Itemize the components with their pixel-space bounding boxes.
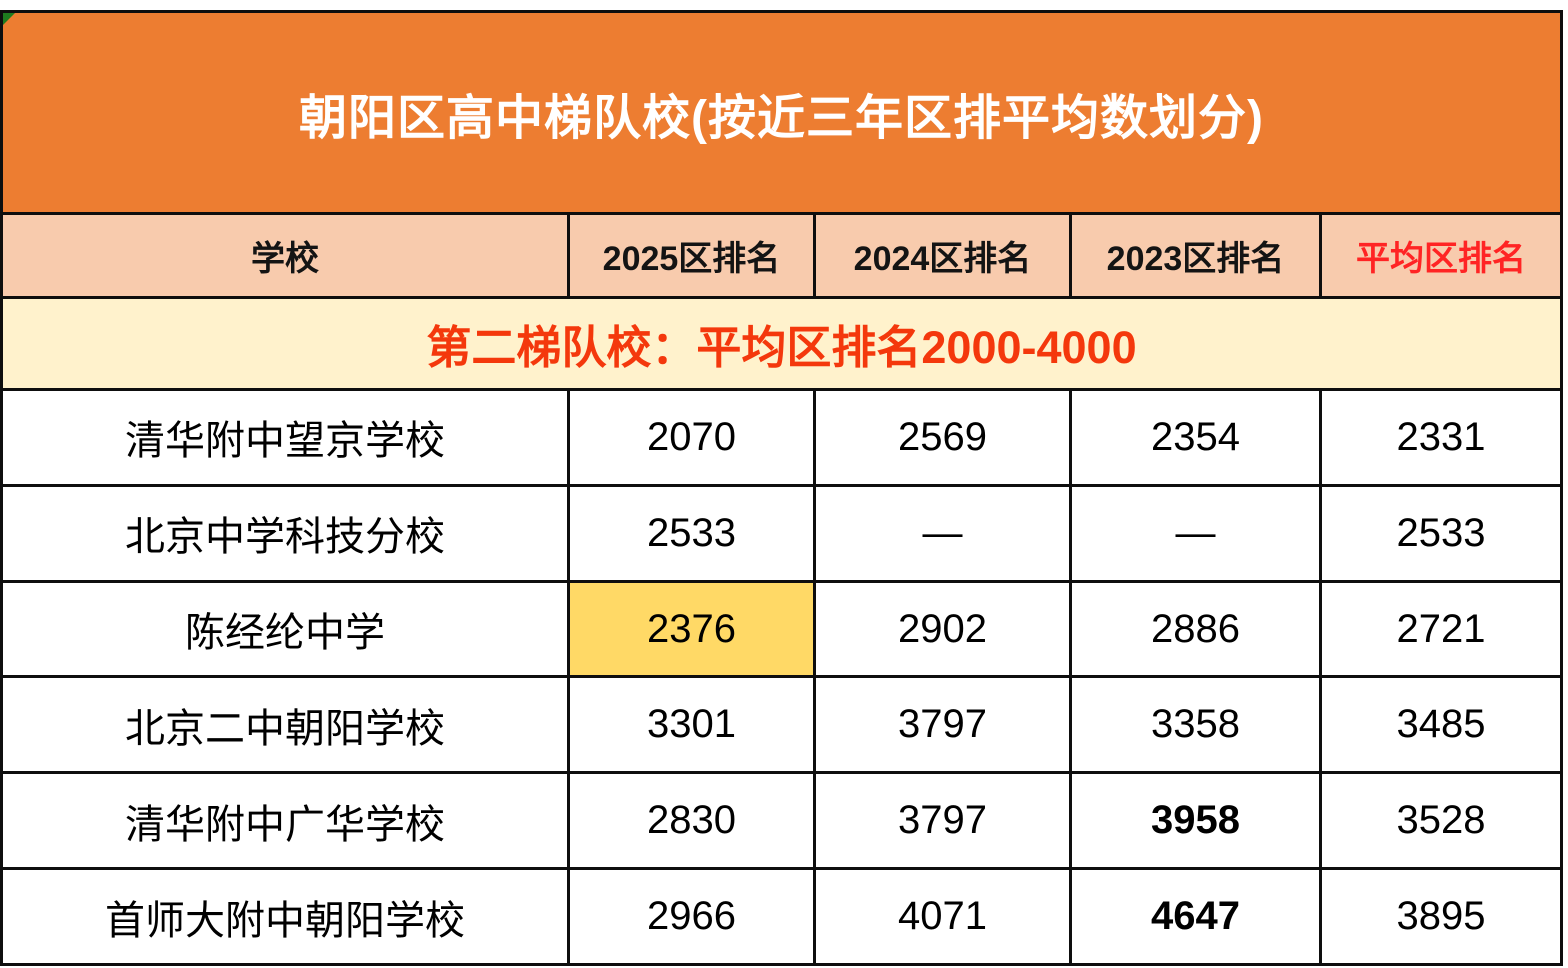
header-row: 学校 2025区排名 2024区排名 2023区排名 平均区排名 <box>3 215 1560 299</box>
table-row: 清华附中广华学校 2830 3797 3958 3528 <box>3 774 1560 871</box>
header-rank-2025[interactable]: 2025区排名 <box>570 215 816 296</box>
rank-2023-cell[interactable]: — <box>1072 486 1322 580</box>
rank-average-cell[interactable]: 2721 <box>1322 582 1560 676</box>
table-row: 北京二中朝阳学校 3301 3797 3358 3485 <box>3 678 1560 775</box>
rank-2023-cell-bold[interactable]: 4647 <box>1072 870 1322 963</box>
rank-average-cell[interactable]: 3528 <box>1322 774 1560 868</box>
header-rank-2023[interactable]: 2023区排名 <box>1072 215 1322 296</box>
rank-average-cell[interactable]: 2331 <box>1322 391 1560 484</box>
rank-2024-cell[interactable]: 2569 <box>816 391 1072 484</box>
rank-2025-cell[interactable]: 3301 <box>570 678 816 772</box>
rank-2023-cell-bold[interactable]: 3958 <box>1072 774 1322 868</box>
table-title-cell[interactable]: 朝阳区高中梯队校(按近三年区排平均数划分) <box>3 13 1560 215</box>
rank-2025-cell-highlighted[interactable]: 2376 <box>570 582 816 676</box>
header-school[interactable]: 学校 <box>3 215 570 296</box>
rank-average-cell[interactable]: 3895 <box>1322 870 1560 963</box>
header-rank-average[interactable]: 平均区排名 <box>1356 240 1526 278</box>
table-row: 陈经纶中学 2376 2902 2886 2721 <box>3 582 1560 679</box>
rank-2024-cell[interactable]: 3797 <box>816 678 1072 772</box>
rank-2023-cell[interactable]: 2354 <box>1072 391 1322 484</box>
school-name-cell[interactable]: 北京中学科技分校 <box>3 486 570 580</box>
table-title: 朝阳区高中梯队校(按近三年区排平均数划分) <box>299 91 1264 145</box>
school-name-cell[interactable]: 清华附中望京学校 <box>3 391 570 484</box>
rank-2025-cell[interactable]: 2533 <box>570 486 816 580</box>
rank-average-cell[interactable]: 3485 <box>1322 678 1560 772</box>
table-row: 首师大附中朝阳学校 2966 4071 4647 3895 <box>3 870 1560 963</box>
school-name-cell[interactable]: 北京二中朝阳学校 <box>3 678 570 772</box>
school-name-cell[interactable]: 首师大附中朝阳学校 <box>3 870 570 963</box>
rank-2023-cell[interactable]: 2886 <box>1072 582 1322 676</box>
rank-average-cell[interactable]: 2533 <box>1322 486 1560 580</box>
rank-2023-cell[interactable]: 3358 <box>1072 678 1322 772</box>
rank-2024-cell[interactable]: — <box>816 486 1072 580</box>
school-name-cell[interactable]: 清华附中广华学校 <box>3 774 570 868</box>
rank-2024-cell[interactable]: 2902 <box>816 582 1072 676</box>
table-row: 清华附中望京学校 2070 2569 2354 2331 <box>3 391 1560 487</box>
tier-banner[interactable]: 第二梯队校：平均区排名2000-4000 <box>3 299 1560 391</box>
school-name-cell[interactable]: 陈经纶中学 <box>3 582 570 676</box>
header-rank-2024[interactable]: 2024区排名 <box>816 215 1072 296</box>
rank-2025-cell[interactable]: 2070 <box>570 391 816 484</box>
rank-2025-cell[interactable]: 2966 <box>570 870 816 963</box>
rank-2024-cell[interactable]: 3797 <box>816 774 1072 868</box>
rank-2025-cell[interactable]: 2830 <box>570 774 816 868</box>
tier-table: 朝阳区高中梯队校(按近三年区排平均数划分) 学校 2025区排名 2024区排名… <box>0 10 1563 966</box>
cell-error-indicator-icon <box>3 13 15 25</box>
rank-2024-cell[interactable]: 4071 <box>816 870 1072 963</box>
table-row: 北京中学科技分校 2533 — — 2533 <box>3 486 1560 583</box>
